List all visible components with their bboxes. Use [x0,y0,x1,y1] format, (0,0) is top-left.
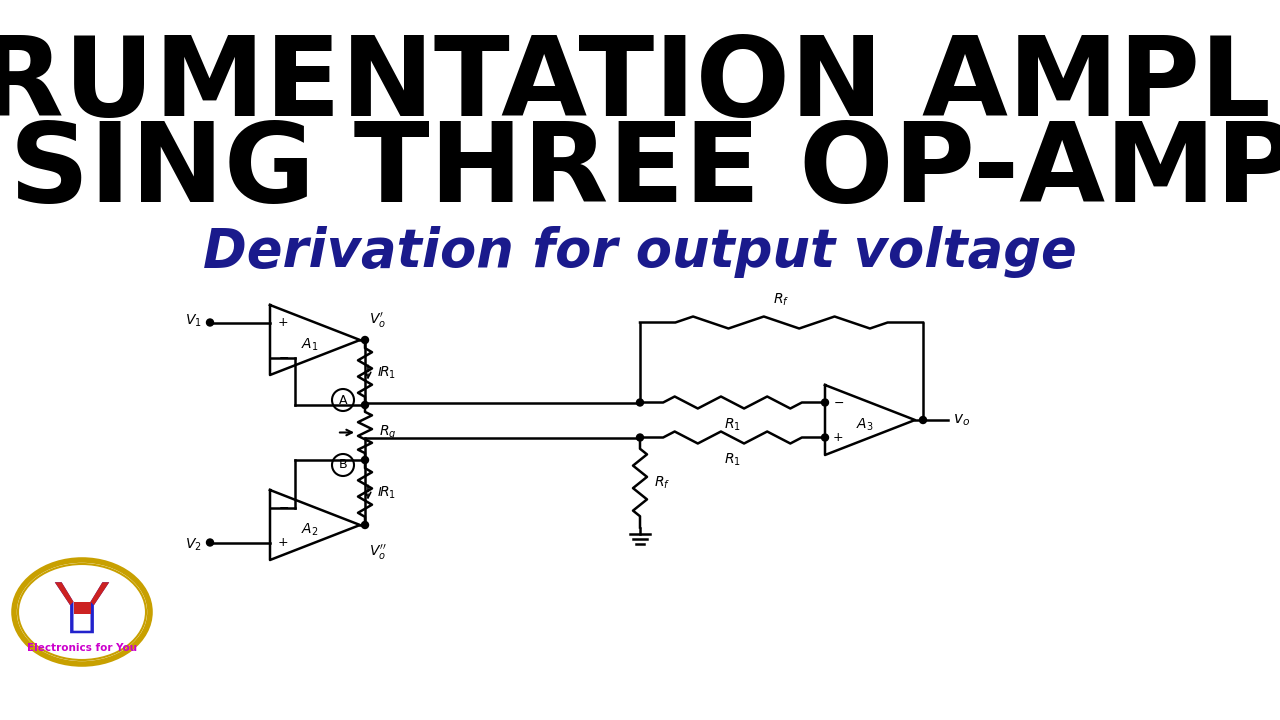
Circle shape [919,416,927,423]
Text: INSTRUMENTATION AMPLIFIER: INSTRUMENTATION AMPLIFIER [0,32,1280,138]
Circle shape [822,399,828,406]
Text: +: + [833,431,844,444]
Text: $-$: $-$ [833,396,844,409]
Circle shape [636,434,644,441]
Text: $V_o''$: $V_o''$ [369,543,387,562]
Text: $I$: $I$ [378,366,383,379]
Circle shape [636,399,644,406]
Ellipse shape [18,564,146,660]
Text: $v_o$: $v_o$ [954,412,970,428]
Text: $R_1$: $R_1$ [379,364,396,381]
Text: $V_1$: $V_1$ [186,312,202,329]
Text: B: B [339,459,347,472]
Text: $R_1$: $R_1$ [724,451,741,468]
Text: $R_g$: $R_g$ [379,423,397,441]
Polygon shape [91,582,109,606]
Polygon shape [73,602,91,613]
Text: +: + [278,536,288,549]
Ellipse shape [14,560,150,664]
Text: Derivation for output voltage: Derivation for output voltage [204,226,1076,278]
Circle shape [361,336,369,343]
Text: $R_f$: $R_f$ [654,474,671,491]
Text: $A_1$: $A_1$ [301,337,319,354]
Text: $R_1$: $R_1$ [724,416,741,433]
Text: A: A [339,394,347,407]
Circle shape [361,456,369,464]
Text: $V_2$: $V_2$ [186,536,202,553]
Polygon shape [55,582,73,606]
Text: $R_f$: $R_f$ [773,292,790,308]
Circle shape [361,521,369,528]
Text: Electronics for You: Electronics for You [27,643,137,653]
Circle shape [206,319,214,326]
Text: $-$: $-$ [278,351,289,364]
Circle shape [361,402,369,408]
Text: $R_1$: $R_1$ [379,485,396,500]
Text: $A_3$: $A_3$ [856,417,874,433]
Text: $V_o'$: $V_o'$ [369,311,387,330]
Circle shape [206,539,214,546]
Text: $A_2$: $A_2$ [301,522,319,539]
Text: USING THREE OP-AMPs: USING THREE OP-AMPs [0,119,1280,225]
Polygon shape [55,582,109,634]
Text: $I$: $I$ [378,486,383,499]
Text: +: + [278,316,288,329]
Circle shape [822,434,828,441]
Text: $-$: $-$ [278,501,289,514]
